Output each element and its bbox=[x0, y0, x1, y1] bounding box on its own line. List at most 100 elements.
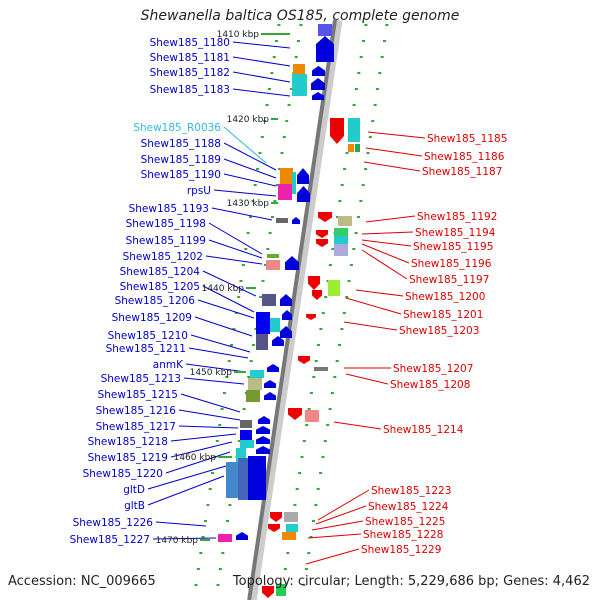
gene-label-shew185_1196[interactable]: Shew185_1196 bbox=[411, 258, 492, 270]
gene-label-rpsu[interactable]: rpsU bbox=[187, 185, 211, 197]
gene-label-shew185_1185[interactable]: Shew185_1185 bbox=[427, 133, 507, 145]
gene-label-shew185_1183[interactable]: Shew185_1183 bbox=[150, 84, 230, 96]
gene-label-shew185_1189[interactable]: Shew185_1189 bbox=[141, 154, 221, 166]
gene-label-shew185_1198[interactable]: Shew185_1198 bbox=[126, 218, 206, 230]
tick-dot bbox=[247, 376, 251, 378]
topology-label: Topology: circular; Length: 5,229,686 bp… bbox=[232, 574, 590, 589]
tick-dot bbox=[300, 456, 304, 458]
forward-gene-arrow bbox=[311, 78, 325, 90]
label-connector bbox=[155, 521, 207, 527]
gene-block bbox=[348, 144, 354, 152]
gene-label-shew185_1203[interactable]: Shew185_1203 bbox=[399, 325, 479, 337]
gene-label-gltb[interactable]: gltB bbox=[124, 500, 145, 512]
tick-dot bbox=[272, 56, 276, 58]
label-connector bbox=[232, 41, 291, 49]
reverse-gene-arrow bbox=[316, 239, 328, 247]
gene-label-shew185_1197[interactable]: Shew185_1197 bbox=[409, 274, 489, 286]
gene-label-shew185_1223[interactable]: Shew185_1223 bbox=[371, 485, 451, 497]
gene-label-shew185_1211[interactable]: Shew185_1211 bbox=[106, 343, 186, 355]
reverse-gene-arrow bbox=[298, 356, 310, 364]
tick-dot bbox=[215, 440, 219, 442]
tick-dot bbox=[249, 360, 253, 362]
gene-label-shew185_1190[interactable]: Shew185_1190 bbox=[141, 169, 221, 181]
gene-label-shew185_1209[interactable]: Shew185_1209 bbox=[112, 312, 192, 324]
tick-dot bbox=[357, 72, 361, 74]
gene-block bbox=[276, 218, 288, 223]
gene-label-shew185_1205[interactable]: Shew185_1205 bbox=[120, 281, 200, 293]
genome-axis bbox=[247, 19, 343, 600]
gene-label-shew185_1195[interactable]: Shew185_1195 bbox=[413, 241, 493, 253]
gene-label-shew185_1192[interactable]: Shew185_1192 bbox=[417, 211, 497, 223]
label-connector bbox=[345, 297, 402, 315]
tick-dot bbox=[359, 200, 363, 202]
tick-dot bbox=[294, 56, 298, 58]
forward-gene-arrow bbox=[297, 186, 310, 202]
tick-dot bbox=[304, 568, 308, 570]
gene-block bbox=[218, 534, 232, 542]
tick-dot bbox=[218, 424, 222, 426]
gene-label-shew185_1199[interactable]: Shew185_1199 bbox=[126, 235, 206, 247]
gene-block bbox=[305, 410, 319, 422]
gene-label-shew185_1216[interactable]: Shew185_1216 bbox=[96, 405, 177, 417]
gene-label-shew185_1219[interactable]: Shew185_1219 bbox=[88, 452, 168, 464]
gene-label-shew185_1225[interactable]: Shew185_1225 bbox=[365, 516, 445, 528]
tick-dot bbox=[378, 72, 382, 74]
tick-dot bbox=[280, 152, 284, 154]
forward-gene-arrow bbox=[256, 426, 270, 434]
gene-label-shew185_1213[interactable]: Shew185_1213 bbox=[101, 373, 181, 385]
tick-dot bbox=[316, 488, 320, 490]
tick-dot bbox=[275, 184, 279, 186]
gene-label-shew185_1181[interactable]: Shew185_1181 bbox=[150, 52, 230, 64]
gene-label-shew185_1229[interactable]: Shew185_1229 bbox=[361, 544, 441, 556]
gene-label-shew185_1218[interactable]: Shew185_1218 bbox=[88, 436, 168, 448]
gene-label-shew185_1204[interactable]: Shew185_1204 bbox=[120, 266, 201, 278]
tick-dot bbox=[230, 344, 233, 346]
label-connectors bbox=[147, 41, 426, 565]
gene-label-shew185_1227[interactable]: Shew185_1227 bbox=[70, 534, 150, 546]
gene-label-shew185_1217[interactable]: Shew185_1217 bbox=[96, 421, 176, 433]
forward-gene-arrow bbox=[282, 310, 292, 320]
gene-label-shew185_1226[interactable]: Shew185_1226 bbox=[73, 517, 154, 529]
gene-label-shew185_1208[interactable]: Shew185_1208 bbox=[390, 379, 470, 391]
tick-dot bbox=[366, 152, 370, 154]
tick-dot bbox=[326, 424, 330, 426]
gene-block bbox=[338, 216, 352, 226]
tick-dot bbox=[228, 504, 232, 506]
gene-label-shew185_1182[interactable]: Shew185_1182 bbox=[150, 67, 230, 79]
gene-label-shew185_1194[interactable]: Shew185_1194 bbox=[415, 227, 496, 239]
tick-dot bbox=[265, 104, 269, 106]
tick-dot bbox=[218, 568, 222, 570]
gene-block bbox=[278, 184, 292, 200]
label-connector bbox=[147, 475, 225, 506]
gene-block bbox=[240, 420, 252, 428]
gene-label-shew185_1188[interactable]: Shew185_1188 bbox=[141, 138, 221, 150]
gene-label-shew185_1201[interactable]: Shew185_1201 bbox=[403, 309, 483, 321]
tick-dot bbox=[275, 40, 278, 42]
gene-label-shew185_1186[interactable]: Shew185_1186 bbox=[424, 151, 505, 163]
tick-dot bbox=[330, 392, 334, 394]
tick-dot bbox=[287, 104, 291, 106]
reverse-gene-arrow bbox=[268, 524, 280, 532]
gene-label-shew185_1228[interactable]: Shew185_1228 bbox=[363, 529, 443, 541]
gene-label-shew185_1200[interactable]: Shew185_1200 bbox=[405, 291, 485, 303]
gene-label-gltd[interactable]: gltD bbox=[123, 484, 145, 496]
gene-label-shew185_1207[interactable]: Shew185_1207 bbox=[393, 363, 473, 375]
tick-dot bbox=[298, 472, 302, 474]
tick-dot bbox=[254, 328, 258, 330]
gene-label-shew185_1180[interactable]: Shew185_1180 bbox=[150, 37, 230, 49]
gene-label-anmk[interactable]: anmK bbox=[153, 359, 184, 371]
gene-label-shew185_1210[interactable]: Shew185_1210 bbox=[108, 330, 188, 342]
gene-label-shew185_1214[interactable]: Shew185_1214 bbox=[383, 424, 464, 436]
gene-label-shew185_1193[interactable]: Shew185_1193 bbox=[129, 203, 209, 215]
gene-label-shew185_r0036[interactable]: Shew185_R0036 bbox=[133, 122, 221, 134]
gene-label-shew185_1206[interactable]: Shew185_1206 bbox=[115, 295, 196, 307]
label-connector bbox=[223, 173, 277, 187]
gene-label-shew185_1215[interactable]: Shew185_1215 bbox=[98, 389, 178, 401]
tick-dot bbox=[253, 184, 257, 186]
gene-label-shew185_1220[interactable]: Shew185_1220 bbox=[83, 468, 163, 480]
tick-dot bbox=[277, 24, 281, 26]
gene-label-shew185_1202[interactable]: Shew185_1202 bbox=[123, 251, 203, 263]
gene-label-shew185_1224[interactable]: Shew185_1224 bbox=[368, 501, 449, 513]
label-connector bbox=[197, 299, 255, 319]
gene-label-shew185_1187[interactable]: Shew185_1187 bbox=[422, 166, 502, 178]
